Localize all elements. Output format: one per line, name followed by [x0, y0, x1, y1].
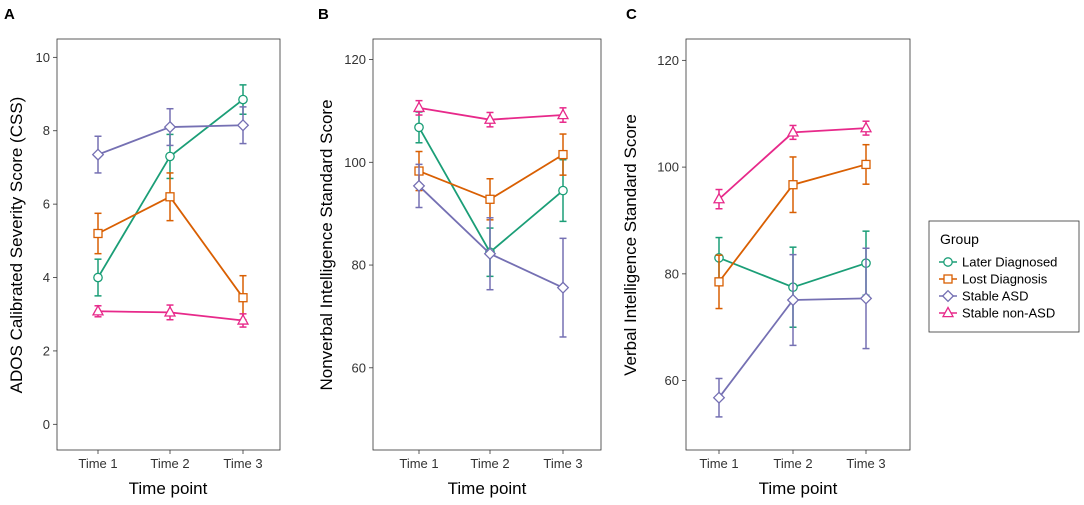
y-tick-label-c-120: 120	[657, 53, 679, 68]
x-axis-title-c: Time point	[759, 479, 838, 498]
data-point-a-lost-diagnosis-1	[93, 228, 103, 239]
series-b-stable-asd	[412, 163, 570, 338]
panel-letter-c: C	[626, 6, 637, 23]
x-tick-label-a-time-2: Time 2	[150, 456, 189, 471]
series-a-stable-non-asd	[91, 304, 250, 328]
plot-frame-c	[685, 38, 911, 451]
data-point-b-stable-asd-3	[556, 281, 570, 294]
legend-marker-lost-diagnosis	[943, 274, 953, 284]
y-tick-label-a-4: 4	[43, 270, 50, 285]
data-point-a-stable-asd-3	[236, 119, 250, 132]
y-tick-label-b-120: 120	[344, 52, 366, 67]
y-axis-title-c: Verbal Intelligence Standard Score	[621, 114, 640, 376]
x-tick-label-b-time-1: Time 1	[399, 456, 438, 471]
panel-letter-a: A	[4, 6, 15, 23]
data-point-a-stable-asd-1	[91, 148, 105, 161]
data-point-b-stable-non-asd-1	[412, 100, 426, 113]
plot-area-b: 60 80 100 120 Time 1 Time 2 Time 3	[344, 52, 582, 471]
x-tick-label-b-time-2: Time 2	[470, 456, 509, 471]
x-tick-label-a-time-1: Time 1	[78, 456, 117, 471]
data-point-b-lost-diagnosis-2	[485, 194, 495, 204]
data-point-c-stable-asd-2	[786, 293, 800, 307]
data-point-a-stable-non-asd-1	[91, 304, 105, 316]
data-point-a-later-diagnosed-2	[165, 151, 175, 162]
x-tick-label-c-time-3: Time 3	[846, 456, 885, 471]
data-point-c-stable-non-asd-1	[712, 192, 726, 204]
y-tick-label-a-8: 8	[43, 123, 50, 138]
panel-letter-b: B	[318, 6, 329, 23]
series-a-stable-asd	[91, 106, 250, 174]
series-a-lost-diagnosis	[93, 172, 248, 321]
data-point-b-lost-diagnosis-3	[558, 149, 568, 160]
x-tick-label-c-time-1: Time 1	[699, 456, 738, 471]
y-tick-label-a-2: 2	[43, 343, 50, 358]
data-point-a-stable-asd-2	[163, 120, 177, 134]
legend-marker-stable-asd	[941, 289, 955, 303]
panel-b: B 60 80 100 120 Time 1 Time 2 Time 3 Time poin…	[317, 6, 602, 498]
plot-frame-b	[372, 38, 602, 451]
legend-label-stable-asd: Stable ASD	[962, 289, 1029, 304]
data-point-a-stable-non-asd-3	[236, 313, 250, 325]
data-point-b-stable-asd-1	[412, 179, 426, 193]
data-point-c-stable-non-asd-2	[786, 125, 800, 137]
legend: Group Later Diagnosed Lost Diagnosis Stabl…	[928, 220, 1080, 333]
legend-item-stable-non-asd: Stable non-ASD	[939, 306, 1055, 321]
legend-items: Later Diagnosed Lost Diagnosis Stable ASD S…	[939, 255, 1057, 321]
data-point-b-stable-asd-2	[483, 247, 497, 260]
data-point-b-stable-non-asd-3	[556, 108, 570, 120]
legend-item-stable-asd: Stable ASD	[939, 289, 1029, 304]
x-axis-title-a: Time point	[129, 479, 208, 498]
data-point-a-later-diagnosed-1	[93, 272, 103, 283]
data-point-c-stable-asd-3	[859, 292, 873, 305]
series-c-stable-non-asd	[712, 120, 873, 210]
data-point-b-stable-non-asd-2	[483, 112, 497, 124]
data-point-a-lost-diagnosis-3	[238, 293, 248, 303]
y-tick-label-b-80: 80	[352, 258, 366, 273]
legend-label-lost-diagnosis: Lost Diagnosis	[962, 272, 1048, 287]
legend-label-later-diagnosed: Later Diagnosed	[962, 255, 1057, 270]
x-tick-label-b-time-3: Time 3	[543, 456, 582, 471]
data-point-b-later-diagnosed-1	[414, 122, 424, 133]
legend-title: Group	[940, 231, 979, 247]
legend-marker-later-diagnosed	[943, 257, 953, 267]
data-point-b-later-diagnosed-3	[558, 185, 568, 196]
y-axis-title-b: Nonverbal Intelligence Standard Score	[317, 99, 336, 390]
y-tick-label-a-0: 0	[43, 417, 50, 432]
y-tick-label-a-6: 6	[43, 197, 50, 212]
legend-marker-stable-non-asd	[941, 306, 955, 318]
y-tick-label-c-60: 60	[665, 373, 679, 388]
y-tick-label-a-10: 10	[36, 50, 50, 65]
y-tick-label-b-100: 100	[344, 155, 366, 170]
x-tick-label-c-time-2: Time 2	[773, 456, 812, 471]
data-point-a-later-diagnosed-3	[238, 94, 248, 105]
x-axis-title-b: Time point	[448, 479, 527, 498]
data-point-a-stable-non-asd-2	[163, 305, 177, 317]
data-point-c-stable-non-asd-3	[859, 121, 873, 133]
series-c-lost-diagnosis	[714, 143, 871, 310]
y-tick-label-c-80: 80	[665, 266, 679, 281]
series-b-stable-non-asd	[412, 99, 570, 128]
panel-a: A 0 2 4 6 8 10 Time 1 Time 2 Time 3 Time point A…	[4, 6, 281, 498]
plot-area-c: 60 80 100 120 Time 1 Time 2 Time 3	[657, 53, 885, 471]
data-point-a-lost-diagnosis-2	[165, 192, 175, 202]
data-point-c-lost-diagnosis-1	[714, 277, 724, 287]
data-point-c-stable-asd-1	[712, 391, 726, 404]
series-c-stable-asd	[712, 247, 873, 418]
y-tick-label-b-60: 60	[352, 360, 366, 375]
legend-item-later-diagnosed: Later Diagnosed	[939, 255, 1057, 270]
data-point-c-lost-diagnosis-3	[861, 159, 871, 170]
y-tick-label-c-100: 100	[657, 160, 679, 175]
plot-area-a: 0 2 4 6 8 10 Time 1 Time 2 Time 3	[36, 50, 263, 471]
panel-c: C 60 80 100 120 Time 1 Time 2 Time 3 Time poin…	[621, 6, 911, 498]
x-tick-label-a-time-3: Time 3	[223, 456, 262, 471]
data-point-c-lost-diagnosis-2	[788, 180, 798, 190]
legend-label-stable-non-asd: Stable non-ASD	[962, 306, 1055, 321]
legend-item-lost-diagnosis: Lost Diagnosis	[939, 272, 1048, 287]
y-axis-title-a: ADOS Calibrated Severity Score (CSS)	[7, 97, 26, 394]
